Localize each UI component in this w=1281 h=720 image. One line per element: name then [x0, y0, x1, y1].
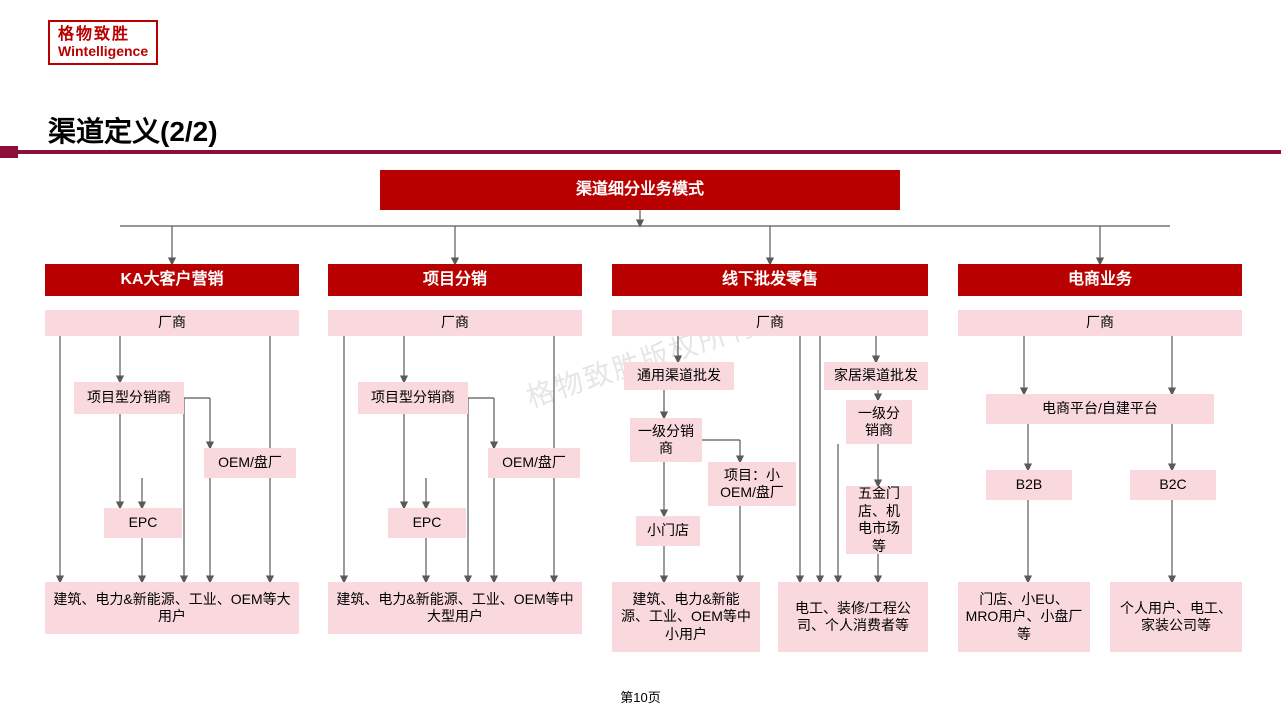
- node-c-mfr: 厂商: [612, 310, 928, 336]
- node-d-end2: 个人用户、电工、家装公司等: [1110, 582, 1242, 652]
- page-footer: 第10页: [0, 687, 1281, 706]
- node-b-mfr: 厂商: [328, 310, 582, 336]
- node-d-end1: 门店、小EU、MRO用户、小盘厂等: [958, 582, 1090, 652]
- node-b-oem: OEM/盘厂: [488, 448, 580, 478]
- branch-3: 电商业务: [958, 264, 1242, 296]
- node-a-end: 建筑、电力&新能源、工业、OEM等大用户: [45, 582, 299, 634]
- page-title: 渠道定义(2/2): [48, 110, 218, 150]
- node-c-l1a: 一级分销商: [630, 418, 702, 462]
- node-a-oem: OEM/盘厂: [204, 448, 296, 478]
- node-c-gen: 通用渠道批发: [624, 362, 734, 390]
- node-c-hw: 五金门店、机电市场等: [846, 486, 912, 554]
- node-b-end: 建筑、电力&新能源、工业、OEM等中大型用户: [328, 582, 582, 634]
- node-a-mfr: 厂商: [45, 310, 299, 336]
- node-c-home: 家居渠道批发: [824, 362, 928, 390]
- node-c-proj: 项目：小OEM/盘厂: [708, 462, 796, 506]
- branch-2: 线下批发零售: [612, 264, 928, 296]
- node-d-b2c: B2C: [1130, 470, 1216, 500]
- node-b-dist: 项目型分销商: [358, 382, 468, 414]
- node-a-epc: EPC: [104, 508, 182, 538]
- node-c-store: 小门店: [636, 516, 700, 546]
- branch-1: 项目分销: [328, 264, 582, 296]
- node-b-epc: EPC: [388, 508, 466, 538]
- node-c-l1b: 一级分销商: [846, 400, 912, 444]
- node-c-end1: 建筑、电力&新能源、工业、OEM等中小用户: [612, 582, 760, 652]
- root-node: 渠道细分业务模式: [380, 170, 900, 210]
- logo-cn: 格物致胜: [58, 26, 148, 44]
- branch-0: KA大客户营销: [45, 264, 299, 296]
- node-d-mfr: 厂商: [958, 310, 1242, 336]
- logo-en: Wintelligence: [58, 44, 148, 59]
- logo: 格物致胜 Wintelligence: [48, 20, 158, 65]
- node-c-end2: 电工、装修/工程公司、个人消费者等: [778, 582, 928, 652]
- node-d-plat: 电商平台/自建平台: [986, 394, 1214, 424]
- node-a-dist: 项目型分销商: [74, 382, 184, 414]
- node-d-b2b: B2B: [986, 470, 1072, 500]
- title-rule: [0, 150, 1281, 154]
